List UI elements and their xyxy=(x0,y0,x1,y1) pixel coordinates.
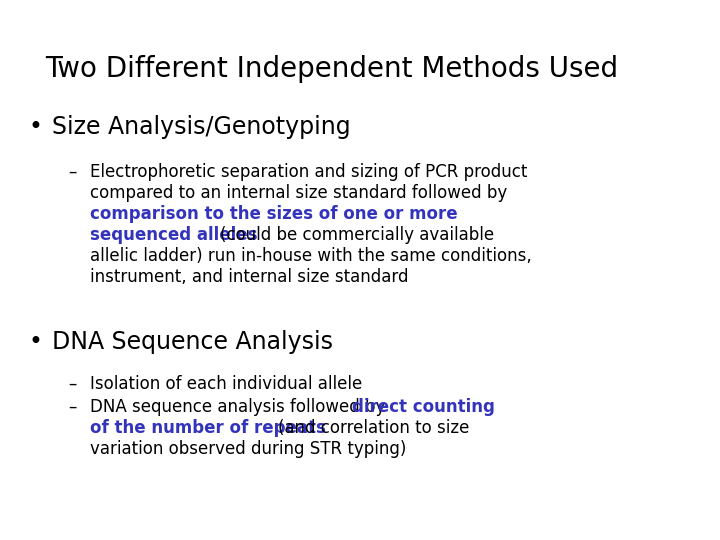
Text: Two Different Independent Methods Used: Two Different Independent Methods Used xyxy=(45,55,618,83)
Text: DNA Sequence Analysis: DNA Sequence Analysis xyxy=(52,330,333,354)
Text: (could be commercially available: (could be commercially available xyxy=(220,226,494,244)
Text: –: – xyxy=(68,163,76,181)
Text: •: • xyxy=(28,330,42,354)
Text: –: – xyxy=(68,398,76,416)
Text: –: – xyxy=(68,375,76,393)
Text: compared to an internal size standard followed by: compared to an internal size standard fo… xyxy=(90,184,508,202)
Text: Size Analysis/Genotyping: Size Analysis/Genotyping xyxy=(52,115,351,139)
Text: •: • xyxy=(28,115,42,139)
Text: DNA sequence analysis followed by: DNA sequence analysis followed by xyxy=(90,398,385,416)
Text: instrument, and internal size standard: instrument, and internal size standard xyxy=(90,268,408,286)
Text: variation observed during STR typing): variation observed during STR typing) xyxy=(90,440,406,458)
Text: Electrophoretic separation and sizing of PCR product: Electrophoretic separation and sizing of… xyxy=(90,163,527,181)
Text: direct counting: direct counting xyxy=(352,398,495,416)
Text: Isolation of each individual allele: Isolation of each individual allele xyxy=(90,375,362,393)
Text: sequenced alleles: sequenced alleles xyxy=(90,226,258,244)
Text: (and correlation to size: (and correlation to size xyxy=(278,419,469,437)
Text: comparison to the sizes of one or more: comparison to the sizes of one or more xyxy=(90,205,458,223)
Text: allelic ladder) run in-house with the same conditions,: allelic ladder) run in-house with the sa… xyxy=(90,247,532,265)
Text: of the number of repeats: of the number of repeats xyxy=(90,419,326,437)
